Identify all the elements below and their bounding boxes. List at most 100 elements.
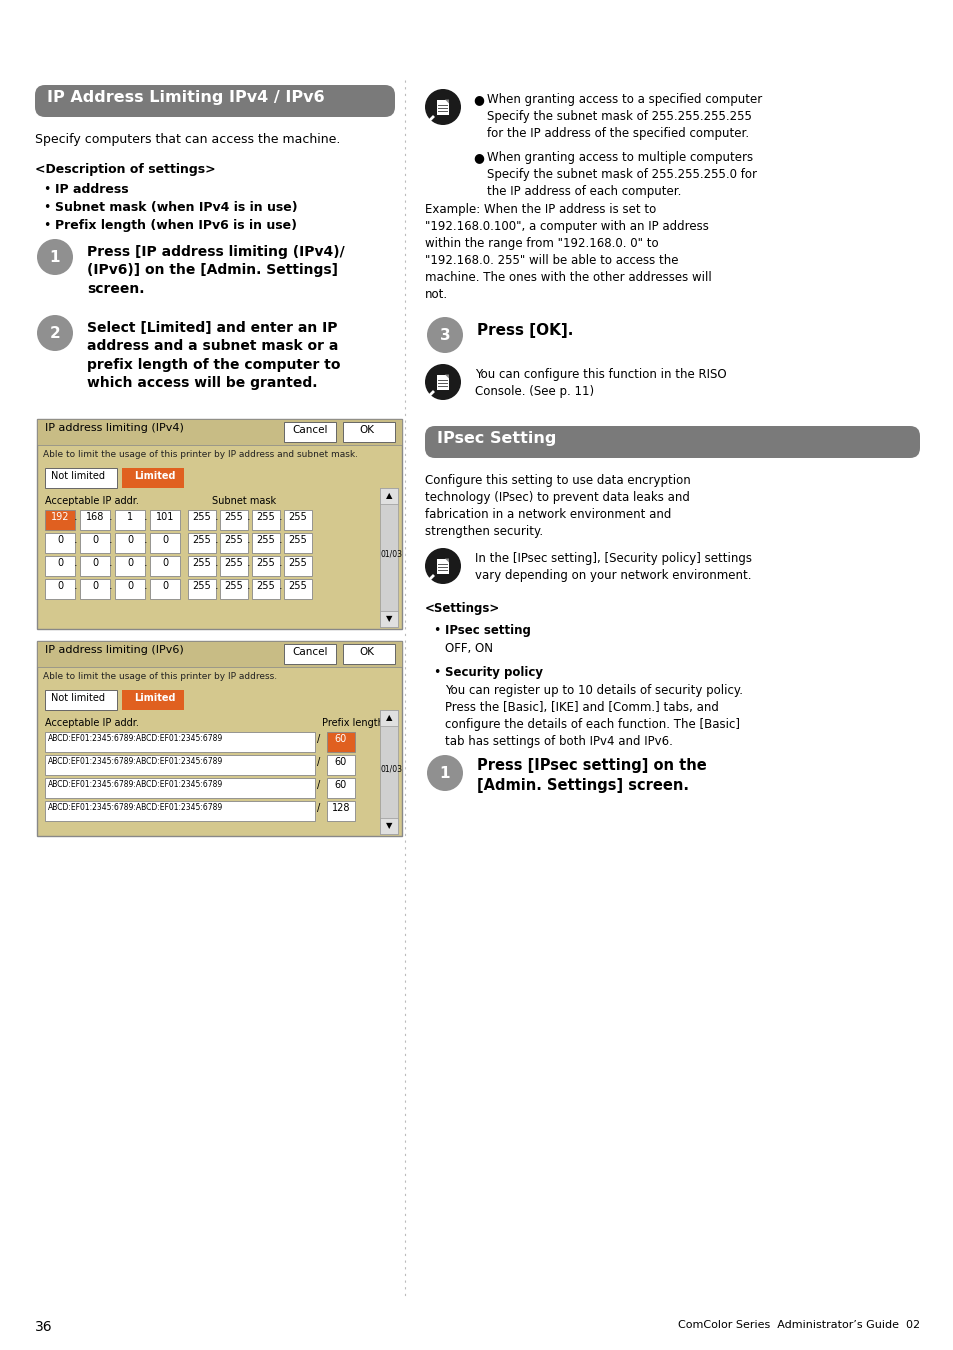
Bar [327,778,355,798]
Text: .: . [144,558,148,568]
Text: 255: 255 [289,535,307,545]
Text: Limited: Limited [133,471,175,481]
Text: ABCD:EF01:2345:6789:ABCD:EF01:2345:6789: ABCD:EF01:2345:6789:ABCD:EF01:2345:6789 [48,803,223,811]
Bar [284,556,312,576]
Bar [327,755,355,775]
Bar [115,533,145,554]
Text: 0: 0 [162,580,168,591]
Text: 1: 1 [50,250,60,265]
Text: .: . [279,535,282,545]
Text: When granting access to a specified computer
Specify the subnet mask of 255.255.: When granting access to a specified comp… [486,93,761,140]
FancyBboxPatch shape [424,427,919,458]
Text: •: • [43,184,51,196]
Text: 255: 255 [256,580,275,591]
Text: In the [IPsec setting], [Security policy] settings
vary depending on your networ: In the [IPsec setting], [Security policy… [475,552,751,582]
Bar [115,579,145,599]
Bar [45,778,314,798]
Bar [220,556,248,576]
Bar [188,556,215,576]
Bar [45,579,75,599]
Text: 255: 255 [256,558,275,568]
Bar [80,533,110,554]
Text: 0: 0 [57,535,63,545]
Text: 101: 101 [155,512,174,522]
Bar [252,533,280,554]
Text: 255: 255 [256,535,275,545]
Bar [379,487,397,626]
Text: 128: 128 [332,803,350,813]
Text: Example: When the IP address is set to
"192.168.0.100", a computer with an IP ad: Example: When the IP address is set to "… [424,202,711,301]
Text: .: . [74,535,78,545]
Bar [150,533,180,554]
Text: •: • [433,624,440,637]
Text: •: • [43,201,51,215]
Text: 255: 255 [224,512,243,522]
Bar [150,556,180,576]
Bar [284,644,335,664]
Text: •: • [433,666,440,679]
Text: .: . [279,558,282,568]
Bar [220,510,248,531]
Bar [45,468,117,487]
Text: Security policy: Security policy [444,666,542,679]
Bar [379,612,397,626]
Text: 0: 0 [127,558,132,568]
Bar [37,641,401,836]
Text: ●: ● [473,93,483,107]
Text: •: • [43,219,51,232]
Polygon shape [444,100,449,104]
Text: <Settings>: <Settings> [424,602,499,616]
Text: 1: 1 [127,512,132,522]
Text: ▲: ▲ [385,491,392,501]
Text: Configure this setting to use data encryption
technology (IPsec) to prevent data: Configure this setting to use data encry… [424,474,690,539]
Text: IPsec setting: IPsec setting [444,624,530,637]
Text: 0: 0 [57,580,63,591]
Bar [188,510,215,531]
Circle shape [424,548,460,585]
Text: 255: 255 [224,558,243,568]
Bar [220,533,248,554]
Text: 255: 255 [289,558,307,568]
Bar [45,510,75,531]
Text: 255: 255 [193,512,212,522]
Text: .: . [247,535,251,545]
Bar [252,556,280,576]
Bar [122,690,184,710]
Text: .: . [74,558,78,568]
Text: Press [IPsec setting] on the
[Admin. Settings] screen.: Press [IPsec setting] on the [Admin. Set… [476,757,706,792]
Text: .: . [247,580,251,591]
Text: .: . [74,580,78,591]
Text: 2: 2 [50,325,60,340]
Text: You can register up to 10 details of security policy.
Press the [Basic], [IKE] a: You can register up to 10 details of sec… [444,684,742,748]
Text: 255: 255 [224,535,243,545]
Text: .: . [247,558,251,568]
Text: ABCD:EF01:2345:6789:ABCD:EF01:2345:6789: ABCD:EF01:2345:6789:ABCD:EF01:2345:6789 [48,734,223,743]
Bar [150,510,180,531]
Text: Press [OK].: Press [OK]. [476,323,573,338]
Bar [284,510,312,531]
Text: When granting access to multiple computers
Specify the subnet mask of 255.255.25: When granting access to multiple compute… [486,151,757,198]
Text: 60: 60 [335,780,347,790]
Circle shape [427,755,462,791]
Text: /: / [316,757,320,767]
Text: Acceptable IP addr.: Acceptable IP addr. [45,718,139,728]
Text: Not limited: Not limited [51,693,105,703]
Text: 0: 0 [57,558,63,568]
Text: 0: 0 [91,535,98,545]
Text: .: . [144,535,148,545]
Text: 192: 192 [51,512,70,522]
Bar [45,732,314,752]
Bar [379,710,397,726]
Text: /: / [316,780,320,790]
Text: Subnet mask (when IPv4 is in use): Subnet mask (when IPv4 is in use) [55,201,297,215]
Text: Press [IP address limiting (IPv4)/
(IPv6)] on the [Admin. Settings]
screen.: Press [IP address limiting (IPv4)/ (IPv6… [87,244,344,296]
Text: .: . [279,512,282,522]
Text: OFF, ON: OFF, ON [444,643,493,655]
Text: 36: 36 [35,1320,52,1334]
Bar [45,755,314,775]
Text: ComColor Series  Administrator’s Guide  02: ComColor Series Administrator’s Guide 02 [678,1320,919,1330]
Text: 60: 60 [335,734,347,744]
Text: IP address: IP address [55,184,129,196]
Bar [188,579,215,599]
Text: .: . [74,512,78,522]
